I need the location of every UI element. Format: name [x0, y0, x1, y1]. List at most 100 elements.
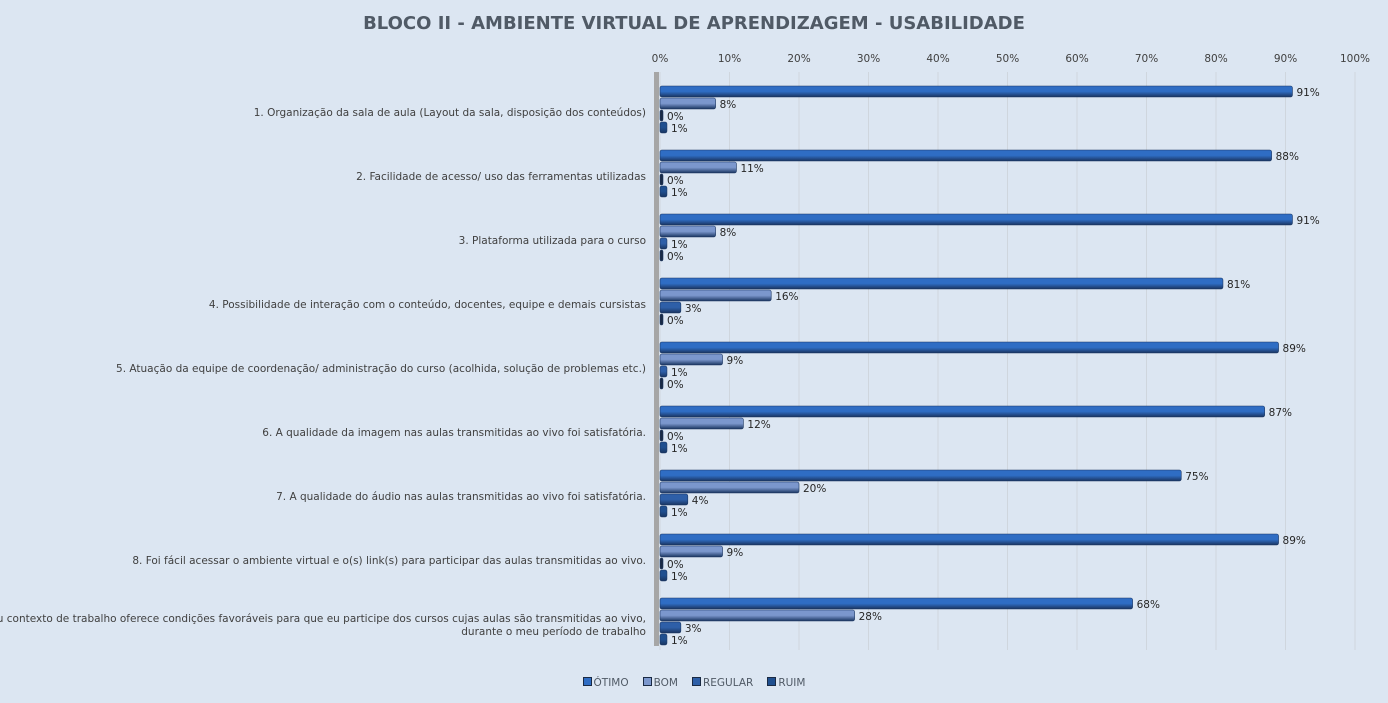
- category-label: 6. A qualidade da imagem nas aulas trans…: [262, 427, 646, 439]
- bar-ótimo: [659, 597, 1133, 610]
- data-label: 28%: [859, 611, 882, 623]
- legend-label: REGULAR: [702, 677, 754, 689]
- x-tick-label: 30%: [857, 53, 880, 65]
- legend-item: REGULAR: [691, 677, 754, 689]
- bar-ótimo: [659, 405, 1265, 418]
- x-tick-label: 60%: [1065, 53, 1088, 65]
- bar-ruim: [659, 185, 668, 198]
- bar-regular: [659, 173, 664, 186]
- bar-ótimo: [659, 341, 1279, 354]
- bar-ótimo: [659, 469, 1182, 482]
- data-label: 20%: [803, 483, 826, 495]
- legend-label: RUIM: [778, 677, 806, 689]
- bar-ruim: [659, 121, 668, 134]
- legend-item: ÓTIMO: [582, 677, 629, 689]
- data-label: 0%: [667, 315, 684, 327]
- bar-bom: [659, 225, 716, 238]
- bar-ruim: [659, 313, 664, 326]
- bar-bom: [659, 545, 723, 558]
- data-label: 75%: [1185, 471, 1208, 483]
- data-label: 9%: [727, 547, 744, 559]
- category-label: 9.Meu contexto de trabalho oferece condi…: [0, 613, 646, 625]
- category-label: 5. Atuação da equipe de coordenação/ adm…: [116, 363, 646, 375]
- data-label: 89%: [1283, 343, 1306, 355]
- x-tick-label: 100%: [1340, 53, 1370, 65]
- bar-ruim: [659, 441, 668, 454]
- bar-ótimo: [659, 213, 1293, 226]
- bar-bom: [659, 417, 744, 430]
- bar-bom: [659, 161, 737, 174]
- data-label: 1%: [671, 123, 688, 135]
- data-label: 3%: [685, 303, 702, 315]
- x-tick-label: 90%: [1274, 53, 1297, 65]
- x-tick-label: 0%: [652, 53, 669, 65]
- bar-bom: [659, 353, 723, 366]
- data-label: 1%: [671, 507, 688, 519]
- legend: ÓTIMO BOM REGULAR RUIM: [0, 677, 1388, 689]
- x-tick-label: 50%: [996, 53, 1019, 65]
- x-tick-label: 80%: [1204, 53, 1227, 65]
- legend-label: BOM: [653, 677, 678, 689]
- data-label: 1%: [671, 635, 688, 647]
- legend-swatch: [767, 677, 777, 686]
- bar-bom: [659, 481, 800, 494]
- data-label: 8%: [720, 227, 737, 239]
- category-label: 4. Possibilidade de interação com o cont…: [209, 299, 646, 311]
- bar-regular: [659, 301, 682, 314]
- bar-ruim: [659, 569, 668, 582]
- legend-swatch: [642, 677, 652, 686]
- data-label: 0%: [667, 431, 684, 443]
- bar-ótimo: [659, 277, 1224, 290]
- data-label: 68%: [1137, 599, 1160, 611]
- bar-regular: [659, 237, 668, 250]
- data-label: 3%: [685, 623, 702, 635]
- data-label: 12%: [747, 419, 770, 431]
- bar-regular: [659, 493, 689, 506]
- data-label: 0%: [667, 251, 684, 263]
- bar-ruim: [659, 633, 668, 646]
- bar-regular: [659, 429, 664, 442]
- data-label: 0%: [667, 379, 684, 391]
- data-label: 0%: [667, 175, 684, 187]
- legend-label: ÓTIMO: [593, 677, 629, 689]
- category-label: 2. Facilidade de acesso/ uso das ferrame…: [356, 171, 646, 183]
- category-label: 3. Plataforma utilizada para o curso: [459, 235, 646, 247]
- bar-ótimo: [659, 85, 1293, 98]
- bar-ruim: [659, 377, 664, 390]
- bar-ótimo: [659, 149, 1272, 162]
- data-label: 1%: [671, 187, 688, 199]
- bar-bom: [659, 289, 772, 302]
- legend-item: RUIM: [767, 677, 805, 689]
- category-label: 1. Organização da sala de aula (Layout d…: [254, 107, 646, 119]
- data-label: 1%: [671, 571, 688, 583]
- bar-ótimo: [659, 533, 1279, 546]
- legend-swatch: [691, 677, 701, 686]
- data-label: 8%: [720, 99, 737, 111]
- bar-regular: [659, 109, 664, 122]
- data-label: 1%: [671, 367, 688, 379]
- data-label: 87%: [1269, 407, 1292, 419]
- data-label: 4%: [692, 495, 709, 507]
- category-label: durante o meu período de trabalho: [461, 626, 646, 638]
- x-tick-label: 70%: [1135, 53, 1158, 65]
- bar-regular: [659, 621, 682, 634]
- data-label: 81%: [1227, 279, 1250, 291]
- data-label: 0%: [667, 111, 684, 123]
- axis-wall: [654, 72, 659, 646]
- data-label: 88%: [1276, 151, 1299, 163]
- data-label: 1%: [671, 443, 688, 455]
- bar-regular: [659, 557, 664, 570]
- data-label: 89%: [1283, 535, 1306, 547]
- x-tick-label: 10%: [718, 53, 741, 65]
- bar-regular: [659, 365, 668, 378]
- data-label: 0%: [667, 559, 684, 571]
- data-label: 9%: [727, 355, 744, 367]
- data-label: 91%: [1296, 215, 1319, 227]
- data-label: 91%: [1296, 87, 1319, 99]
- x-tick-label: 20%: [787, 53, 810, 65]
- legend-swatch: [582, 677, 592, 686]
- bar-ruim: [659, 249, 664, 262]
- category-label: 7. A qualidade do áudio nas aulas transm…: [276, 491, 646, 503]
- x-tick-label: 40%: [926, 53, 949, 65]
